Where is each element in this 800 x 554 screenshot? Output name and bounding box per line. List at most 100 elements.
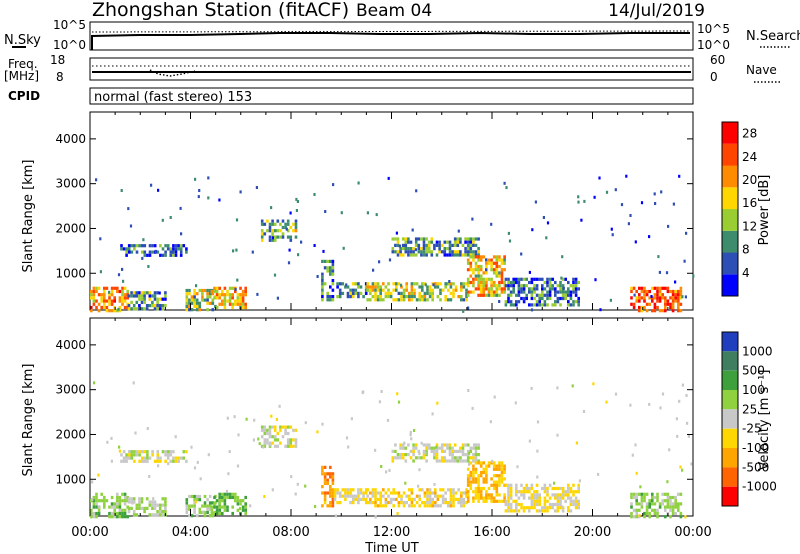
echo-cell [498,464,501,468]
echo-cell [472,277,475,281]
echo-cell [208,504,212,508]
echo-cell [366,501,369,505]
echo-cell-scatter [227,472,230,476]
echo-cell-scatter [514,401,517,405]
echo-cell [159,244,162,248]
echo-cell-scatter [654,202,657,205]
echo-cell-scatter [295,197,298,201]
date-label: 14/Jul/2019 [608,1,705,21]
echo-cell [116,511,119,516]
echo-cell [113,299,116,303]
echo-cell [125,453,128,457]
echo-cell [428,288,432,292]
echo-cell-scatter [316,275,319,278]
echo-cell [331,269,335,273]
echo-cell-scatter [275,417,278,421]
echo-cell-scatter [433,482,436,486]
echo-cell-scatter [653,192,656,196]
echo-cell [206,301,209,305]
echo-cell [515,277,518,281]
echo-cell [517,287,521,291]
echo-cell [522,490,526,494]
echo-cell [472,243,475,247]
echo-cell [640,499,644,503]
echo-cell [210,505,214,509]
echo-cell [371,295,375,299]
echo-cell [143,307,146,311]
echo-cell [172,456,175,460]
echo-cell [260,222,264,226]
echo-cell [433,456,436,460]
echo-cell [426,491,429,495]
echo-cell [400,295,403,299]
echo-cell [210,508,214,512]
echo-cell [329,472,332,476]
echo-cell [492,293,496,297]
echo-cell [351,282,355,286]
echo-cell [477,268,480,272]
echo-cell [577,499,580,503]
echo-cell-scatter [685,231,688,235]
echo-cell [500,274,504,278]
echo-cell [674,499,677,503]
echo-cell [185,308,189,312]
echo-cell [418,291,421,295]
echo-cell [451,446,454,450]
echo-cell [414,243,418,247]
echo-cell [656,299,659,303]
echo-cell-scatter [471,406,474,410]
echo-cell [517,277,521,281]
echo-cell [338,282,342,286]
echo-cell [541,303,544,307]
echo-cell [477,264,480,269]
echo-cell [533,496,536,500]
echo-cell [485,284,488,288]
echo-cell [433,453,436,457]
echo-cell [541,293,544,297]
echo-cell [472,271,475,275]
echo-cell [503,268,506,272]
echo-cell [146,253,149,257]
echo-cell [263,441,267,445]
echo-cell [346,491,350,495]
echo-cell [110,286,114,290]
echo-cell [333,491,337,495]
echo-cell-scatter [582,410,586,413]
echo-cell [546,493,549,497]
echo-cell [120,459,123,463]
echo-cell [151,503,154,507]
echo-cell [391,250,395,254]
echo-cell [477,446,480,450]
echo-cell [466,449,470,453]
echo-cell [546,296,549,301]
echo-cell [400,291,403,295]
echo-cell [357,295,360,299]
echo-cell [420,253,423,257]
echo-cell [164,250,167,254]
echo-cell [440,250,444,254]
echo-cell [357,491,360,495]
echo-cell [572,483,575,487]
echo-cell [338,494,342,498]
echo-cell [156,459,160,463]
echo-cell [198,288,202,293]
echo-cell [166,456,170,460]
echo-cell [472,284,475,288]
velocity-x-axis [89,318,694,516]
echo-cell [440,243,444,247]
echo-cell [231,492,234,496]
echo-cell [459,240,462,244]
colorbar-frame [721,121,739,297]
echo-cell [661,502,664,506]
echo-cell [474,467,478,471]
echo-cell [679,502,683,506]
echo-cell [469,474,473,478]
echo-cell [500,268,504,272]
echo-cell [492,496,496,500]
echo-cell [127,453,131,457]
power-ylabel: Slant Range [km] [21,160,36,273]
echo-cell [120,244,123,248]
echo-cell-scatter [675,417,678,421]
echo-cell [234,302,237,306]
echo-cell [495,274,499,278]
